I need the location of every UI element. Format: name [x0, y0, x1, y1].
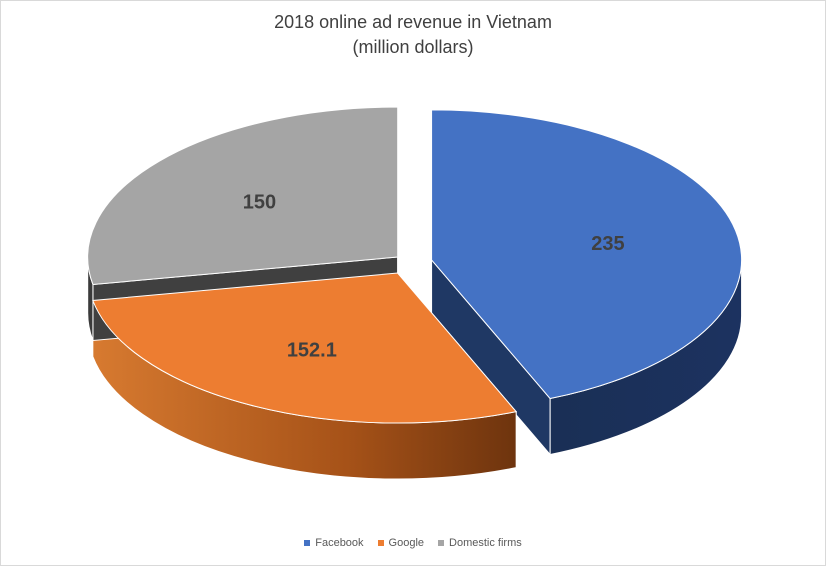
data-label-domestic-firms: 150 [243, 191, 276, 213]
legend-swatch-icon [304, 540, 311, 546]
legend: Facebook Google Domestic firms [0, 537, 826, 549]
legend-swatch-icon [377, 540, 384, 546]
chart-subtitle: (million dollars) [352, 37, 474, 57]
legend-item-domestic-firms: Domestic firms [438, 537, 522, 549]
pie-slice-domestic-firms [87, 106, 399, 286]
legend-item-google: Google [377, 537, 425, 549]
pie-slice-google [92, 272, 518, 424]
legend-item-facebook: Facebook [304, 537, 364, 549]
chart-title: 2018 online ad revenue in Vietnam [274, 12, 552, 32]
legend-label: Domestic firms [449, 537, 522, 549]
pie-slice-facebook [431, 109, 743, 400]
legend-label: Google [388, 537, 425, 549]
legend-label: Facebook [315, 537, 364, 549]
data-label-facebook: 235 [591, 233, 624, 255]
legend-swatch-icon [438, 540, 445, 546]
data-label-google: 152.1 [287, 340, 337, 362]
